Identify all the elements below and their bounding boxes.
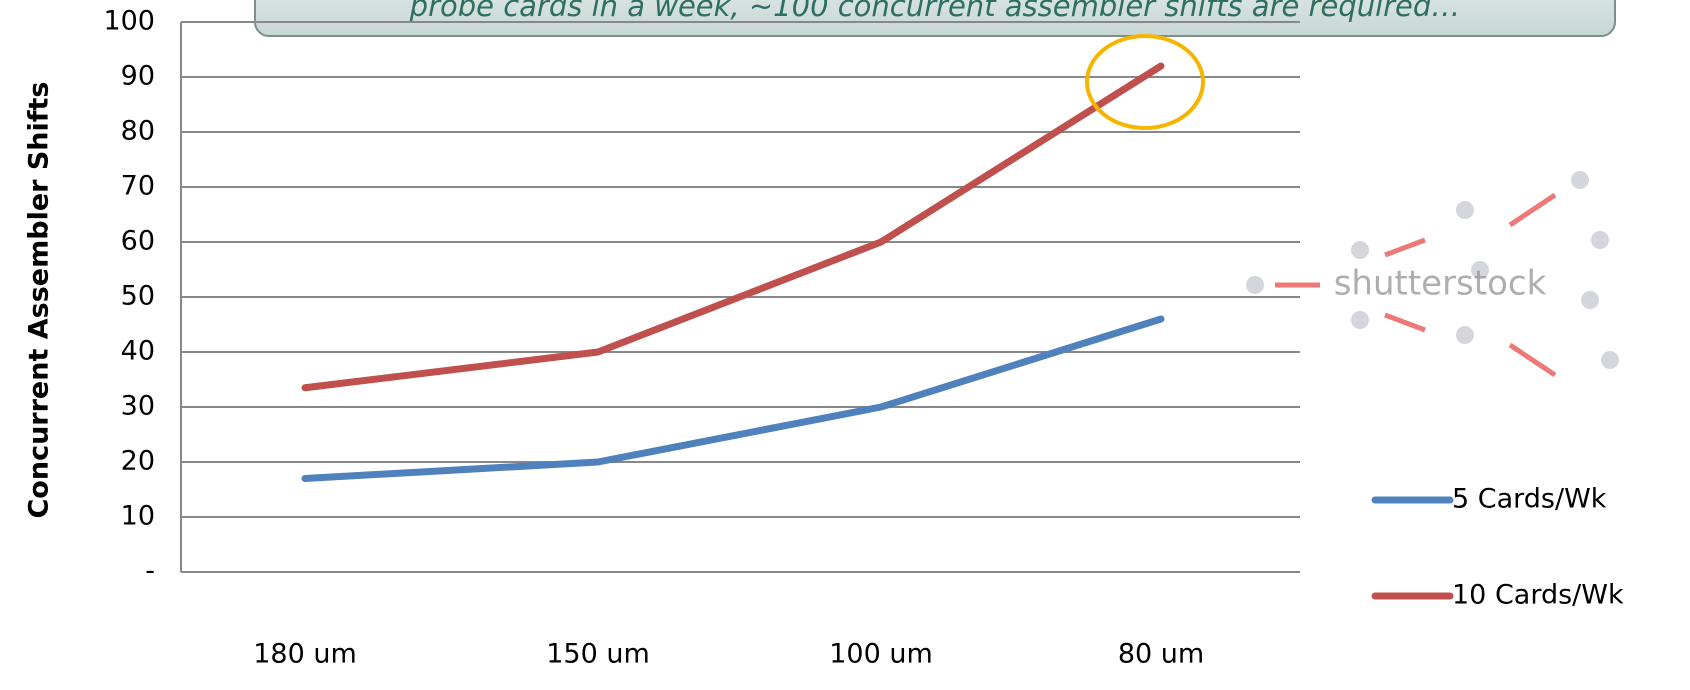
watermark: shutterstock [1334, 264, 1547, 304]
y-tick-label: 80 [121, 116, 155, 147]
annotation: probe cards in a week, ~100 concurrent a… [409, 0, 1461, 23]
series-line [305, 319, 1161, 479]
y-tick-label: 100 [103, 6, 155, 37]
legend-label: 5 Cards/Wk [1452, 484, 1607, 515]
legend-label: 10 Cards/Wk [1452, 580, 1624, 611]
chart: probe cards in a week, ~100 concurrent a… [0, 0, 1690, 690]
y-tick-label: 40 [121, 336, 155, 367]
x-tick-label: 150 um [546, 639, 650, 670]
x-tick-label: 80 um [1118, 639, 1204, 670]
x-tick-label: 180 um [253, 639, 357, 670]
y-tick-label: 20 [121, 446, 155, 477]
page: probe cards in a week, ~100 concurrent a… [0, 0, 1690, 690]
y-tick-label: 60 [121, 226, 155, 257]
series-line [305, 66, 1161, 388]
y-axis-title: Concurrent Assembler Shifts [24, 81, 55, 518]
x-tick-label: 100 um [829, 639, 933, 670]
highlight-circle [1087, 36, 1203, 128]
y-tick-label: 30 [121, 391, 155, 422]
y-tick-label: 70 [121, 171, 155, 202]
y-tick-label: 50 [121, 281, 155, 312]
y-tick-label: 10 [121, 501, 155, 532]
y-tick-label: - [145, 556, 155, 587]
y-tick-label: 90 [121, 61, 155, 92]
